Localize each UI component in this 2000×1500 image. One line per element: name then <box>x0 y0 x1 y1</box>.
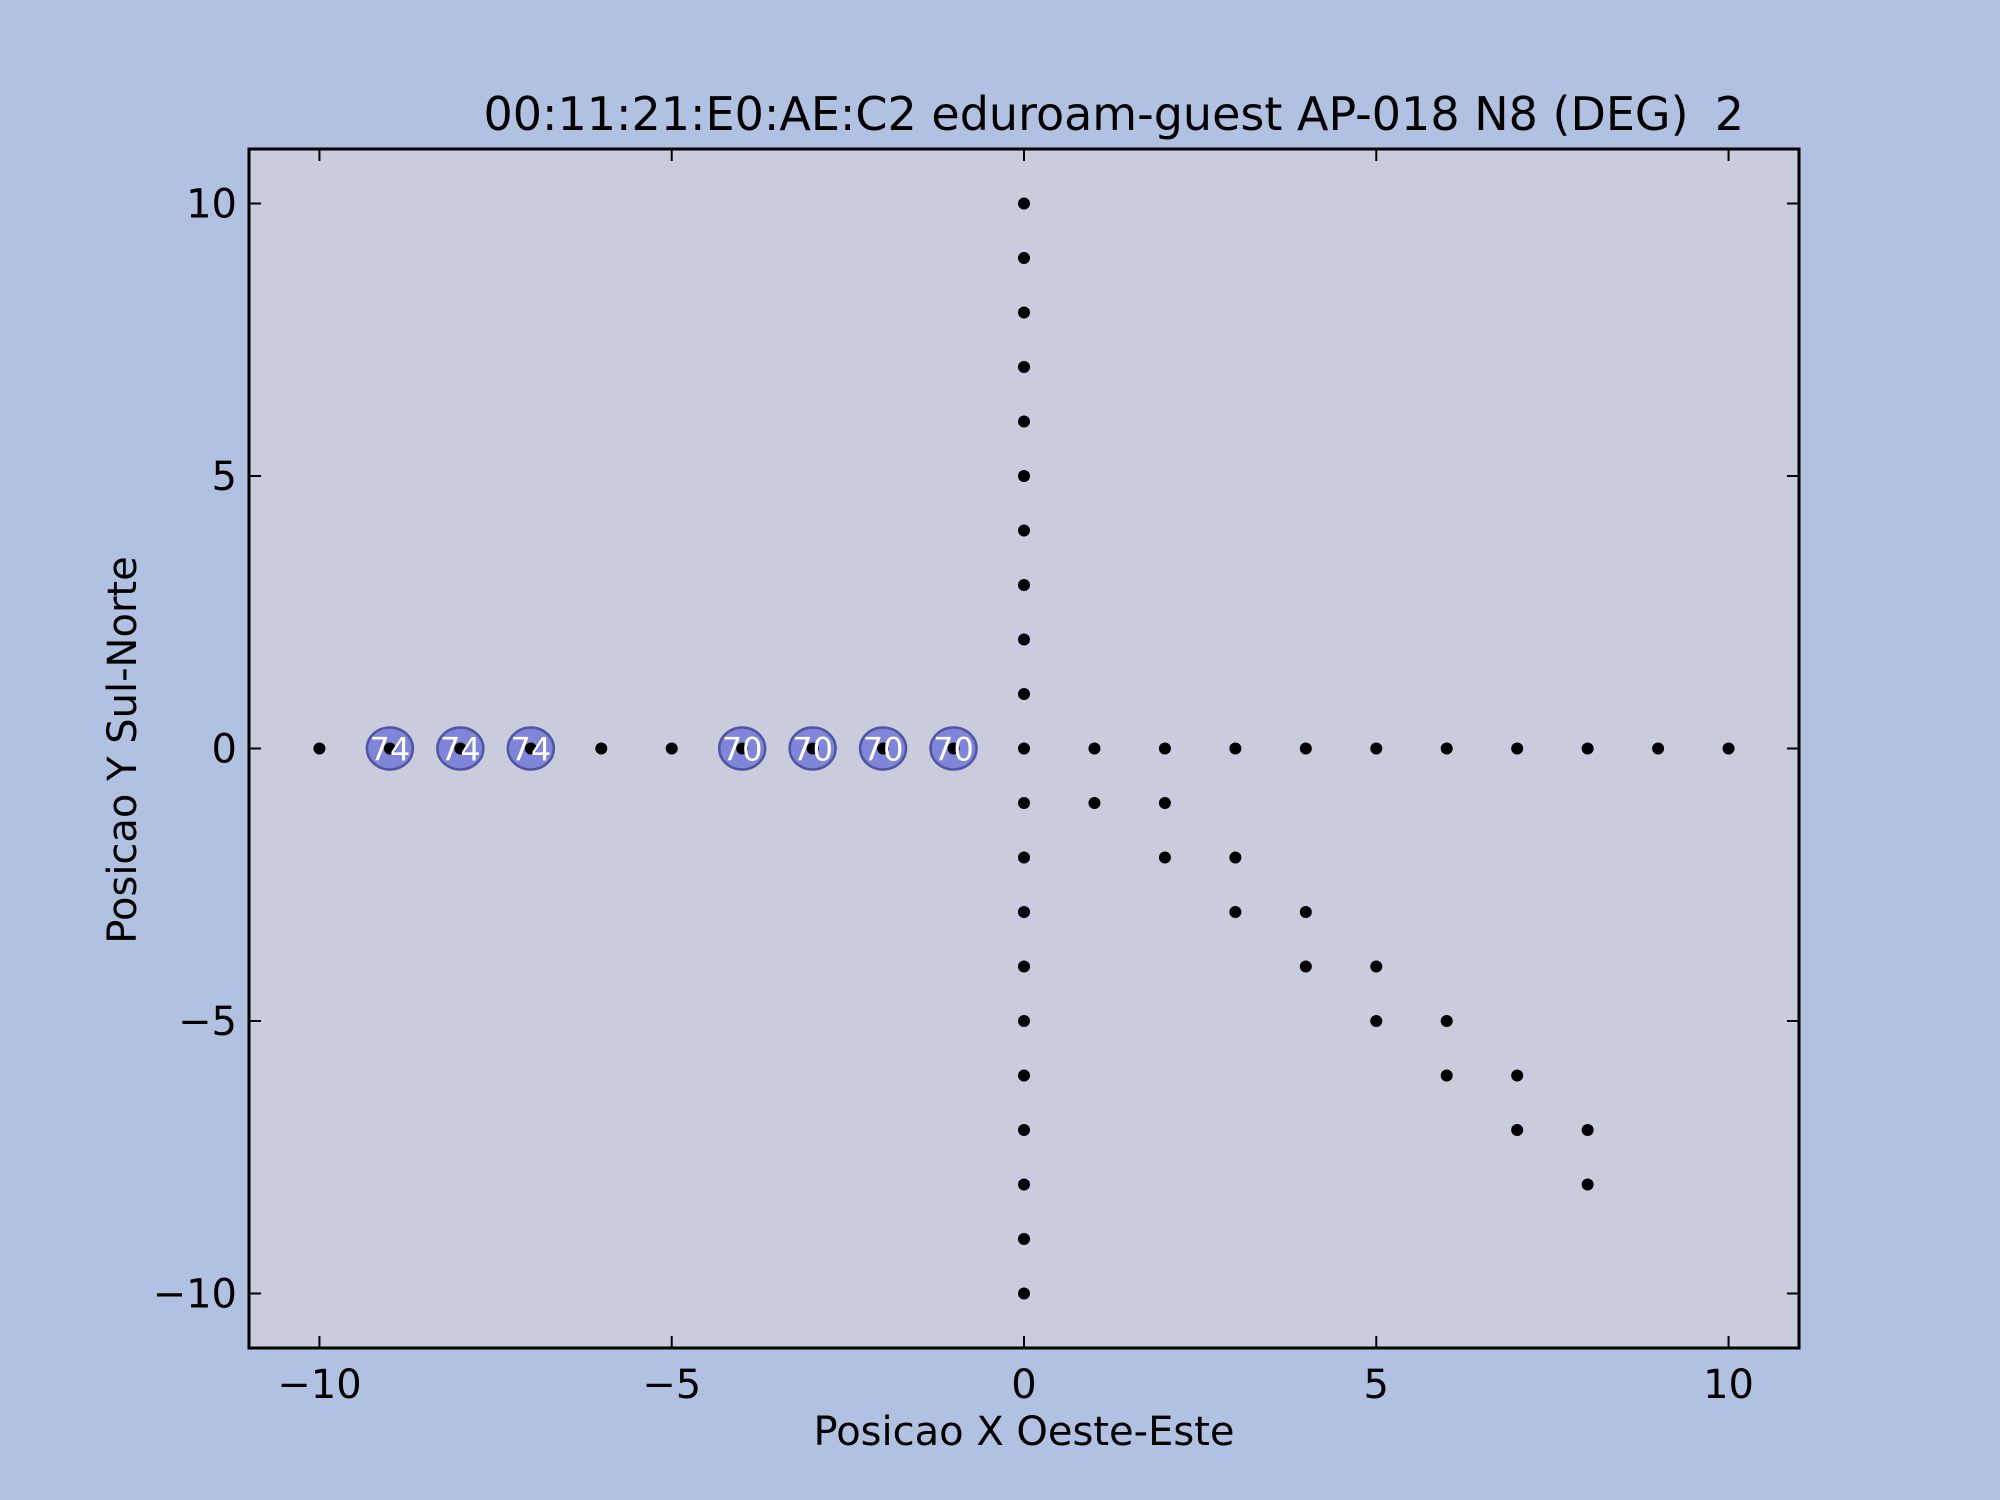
data-point <box>1018 1287 1030 1300</box>
x-tick-label: −10 <box>277 1362 361 1408</box>
y-tick-label: 0 <box>212 727 237 773</box>
data-layer: 74 74 74 70 70 70 70 <box>313 197 1735 1300</box>
data-point <box>1440 742 1453 755</box>
data-point <box>1511 742 1524 755</box>
point-label: 70 <box>722 731 763 769</box>
data-point <box>1440 1015 1453 1027</box>
data-point <box>454 742 467 755</box>
point-label: 70 <box>863 731 904 769</box>
data-point <box>1018 1178 1030 1191</box>
data-point <box>1652 742 1665 755</box>
data-point <box>1299 742 1312 755</box>
point-label: 74 <box>510 731 551 769</box>
data-point <box>806 742 819 755</box>
point-label: 74 <box>440 731 481 769</box>
data-point <box>524 742 537 755</box>
data-point <box>1018 306 1030 319</box>
data-point <box>1018 851 1030 864</box>
data-point <box>1299 906 1312 918</box>
data-point <box>1229 851 1242 864</box>
data-point <box>1018 688 1030 700</box>
data-point <box>1581 742 1594 755</box>
data-point <box>1018 415 1030 428</box>
point-label: 70 <box>933 731 974 769</box>
chart-title-suffix: 2 <box>1715 87 1744 141</box>
y-tick-label: −10 <box>153 1272 237 1318</box>
point-label: 74 <box>370 731 411 769</box>
x-axis-label: Posicao X Oeste-Este <box>814 1409 1235 1455</box>
data-point <box>1370 742 1383 755</box>
data-point <box>1158 851 1171 864</box>
data-point <box>1018 633 1030 646</box>
data-point <box>1440 1069 1453 1082</box>
data-point <box>1229 742 1242 755</box>
data-point <box>1018 252 1030 264</box>
data-point <box>313 742 326 755</box>
data-point <box>736 742 749 755</box>
plot-frame <box>247 147 1801 1350</box>
data-point <box>595 742 608 755</box>
data-point <box>1018 797 1030 809</box>
chart-title: 00:11:21:E0:AE:C2 eduroam-guest AP-018 N… <box>483 87 1688 141</box>
data-point <box>1018 197 1030 210</box>
point-label: 70 <box>792 731 833 769</box>
y-axis-label: Posicao Y Sul-Norte <box>100 556 146 943</box>
data-point <box>947 742 960 755</box>
x-tick-label: 10 <box>1703 1362 1754 1408</box>
data-point <box>1158 742 1171 755</box>
data-point <box>1370 1015 1383 1027</box>
data-point <box>1722 742 1735 755</box>
axis-ticks: −10 −5 0 5 10 −10 −5 0 5 10 <box>153 149 1799 1408</box>
data-point <box>1018 524 1030 537</box>
data-point <box>1018 906 1030 918</box>
data-point <box>1299 960 1312 973</box>
data-point <box>1018 579 1030 591</box>
data-point <box>1088 742 1101 755</box>
data-point <box>1511 1124 1524 1136</box>
data-point <box>1018 960 1030 973</box>
data-point <box>1581 1178 1594 1191</box>
data-point <box>1581 1124 1594 1136</box>
x-tick-label: 0 <box>1011 1362 1036 1408</box>
data-point <box>1370 960 1383 973</box>
y-tick-label: −5 <box>178 999 237 1045</box>
data-point <box>1018 470 1030 482</box>
data-point <box>383 742 396 755</box>
data-point <box>665 742 678 755</box>
data-point <box>1018 1233 1030 1245</box>
data-point <box>1018 1069 1030 1082</box>
y-tick-label: 10 <box>186 182 237 228</box>
data-point <box>1018 361 1030 373</box>
data-point <box>1018 1124 1030 1136</box>
x-tick-label: 5 <box>1364 1362 1389 1408</box>
data-point <box>1088 797 1101 809</box>
data-point <box>877 742 890 755</box>
data-point <box>1229 906 1242 918</box>
data-point <box>1511 1069 1524 1082</box>
data-point <box>1018 742 1030 755</box>
data-point <box>1158 797 1171 809</box>
data-point <box>1018 1015 1030 1027</box>
x-tick-label: −5 <box>642 1362 701 1408</box>
y-tick-label: 5 <box>212 454 237 500</box>
